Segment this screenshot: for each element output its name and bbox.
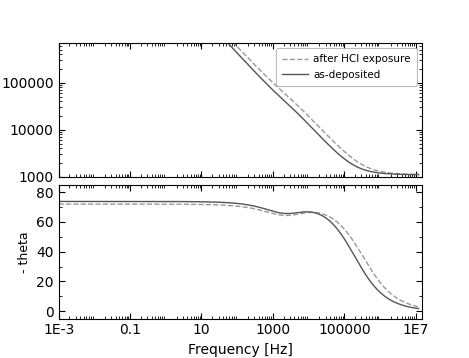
Y-axis label: - theta: - theta — [17, 231, 30, 272]
after HCl exposure — [329, 137, 334, 142]
as-deposited — [329, 146, 334, 150]
as-deposited — [265, 83, 271, 87]
after HCl exposure — [265, 76, 271, 80]
as-deposited — [285, 102, 291, 106]
X-axis label: Frequency [Hz]: Frequency [Hz] — [188, 343, 293, 357]
Line: as-deposited: as-deposited — [59, 0, 419, 175]
as-deposited — [366, 169, 371, 173]
after HCl exposure — [366, 166, 371, 170]
after HCl exposure — [416, 172, 422, 176]
Legend: after HCl exposure, as-deposited: after HCl exposure, as-deposited — [276, 48, 417, 86]
Line: after HCl exposure: after HCl exposure — [59, 0, 419, 174]
after HCl exposure — [285, 95, 291, 99]
as-deposited — [274, 92, 280, 96]
as-deposited — [416, 173, 422, 177]
after HCl exposure — [274, 84, 280, 89]
